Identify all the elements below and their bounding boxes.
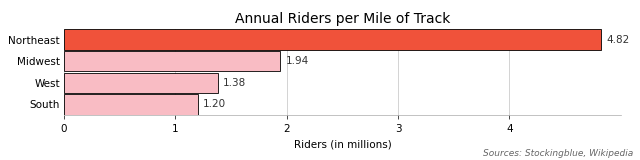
Bar xyxy=(64,94,198,115)
Title: Annual Riders per Mile of Track: Annual Riders per Mile of Track xyxy=(235,12,450,26)
Text: 1.94: 1.94 xyxy=(285,56,309,66)
Text: 1.20: 1.20 xyxy=(204,99,227,109)
Bar xyxy=(64,72,218,93)
Bar xyxy=(64,29,601,50)
Text: Sources: Stockingblue, Wikipedia: Sources: Stockingblue, Wikipedia xyxy=(483,149,634,158)
Text: 1.38: 1.38 xyxy=(223,78,246,88)
X-axis label: Riders (in millions): Riders (in millions) xyxy=(294,140,391,150)
Text: 4.82: 4.82 xyxy=(606,35,630,45)
Bar xyxy=(64,51,280,72)
